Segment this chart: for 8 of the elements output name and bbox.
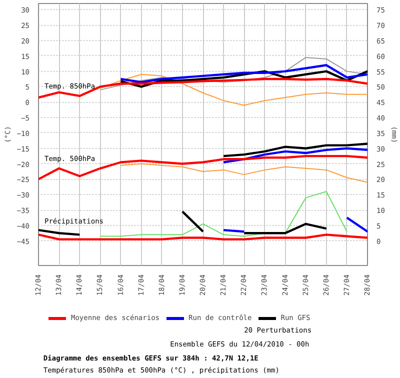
line-series <box>120 64 368 84</box>
line-series <box>100 74 368 106</box>
line-series <box>222 147 368 164</box>
line-series <box>120 70 368 88</box>
line-series <box>38 78 368 99</box>
line-series <box>222 142 368 158</box>
line-series <box>38 154 368 180</box>
line-series <box>120 163 368 183</box>
